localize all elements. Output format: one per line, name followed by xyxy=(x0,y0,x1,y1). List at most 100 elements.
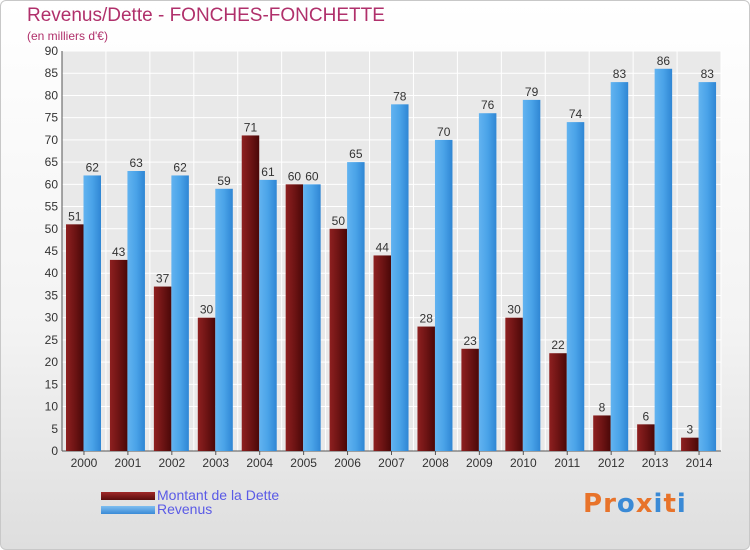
bar-revenus xyxy=(391,104,409,451)
bar-revenus xyxy=(215,188,233,451)
y-tick-label: 45 xyxy=(45,244,59,258)
bar-dette xyxy=(373,255,392,451)
bar-revenus xyxy=(171,175,189,451)
logo-letter: r xyxy=(603,489,617,519)
y-tick-label: 40 xyxy=(45,266,59,280)
bar-dette xyxy=(505,317,523,451)
y-tick-label: 0 xyxy=(51,444,58,458)
y-tick-label: 50 xyxy=(45,222,59,236)
data-label: 78 xyxy=(393,89,407,103)
bar-dette xyxy=(417,326,435,451)
y-tick-label: 80 xyxy=(45,88,59,102)
data-label: 30 xyxy=(200,303,214,317)
data-label: 28 xyxy=(420,312,434,326)
y-tick-label: 30 xyxy=(45,311,59,325)
bar-dette xyxy=(197,317,216,451)
data-label: 51 xyxy=(68,209,82,223)
data-label: 6 xyxy=(643,409,650,423)
bars xyxy=(66,68,717,452)
y-tick-label: 65 xyxy=(45,155,59,169)
x-tick-label: 2002 xyxy=(158,456,185,470)
legend-label-revenus: Revenus xyxy=(157,501,213,517)
y-tick-label: 55 xyxy=(45,200,59,214)
logo-letter: o xyxy=(616,489,636,519)
x-tick-label: 2004 xyxy=(246,456,273,470)
chart-title: Revenus/Dette - FONCHES-FONCHETTE xyxy=(27,5,385,26)
data-label: 8 xyxy=(599,400,606,414)
axes: 0 5 10 15 20 25 30 35 40 45 50 55 60 65 70 75 80 85 90 2000… xyxy=(45,44,721,470)
bar-revenus xyxy=(259,179,277,451)
bar-revenus xyxy=(434,139,453,451)
x-tick-label: 2005 xyxy=(290,456,317,470)
x-tick-label: 2014 xyxy=(686,456,713,470)
data-label: 3 xyxy=(686,423,693,437)
y-tick-label: 15 xyxy=(45,377,59,391)
legend-swatch-revenus xyxy=(101,506,155,514)
logo-letter: t xyxy=(663,489,677,519)
logo-letter: x xyxy=(635,489,654,519)
bar-revenus xyxy=(698,82,717,451)
data-label: 50 xyxy=(332,214,346,228)
legend-swatch-dette xyxy=(101,492,155,500)
chart-subtitle: (en milliers d'€) xyxy=(27,29,108,43)
y-tick-label: 75 xyxy=(45,111,59,125)
bar-revenus xyxy=(522,99,541,451)
x-tick-label: 2000 xyxy=(71,456,98,470)
data-label: 59 xyxy=(217,174,231,188)
logo-letter: i xyxy=(653,489,664,519)
bar-revenus xyxy=(610,82,629,451)
data-label: 30 xyxy=(507,303,521,317)
data-label: 61 xyxy=(261,165,275,179)
bar-dette xyxy=(329,228,348,451)
y-tick-label: 10 xyxy=(45,400,59,414)
x-tick-label: 2003 xyxy=(202,456,229,470)
y-tick-label: 5 xyxy=(51,422,58,436)
y-tick-label: 20 xyxy=(45,355,59,369)
bar-dette xyxy=(461,348,479,451)
data-label: 44 xyxy=(376,240,390,254)
bar-revenus xyxy=(347,162,365,451)
bar-dette xyxy=(109,259,128,451)
bar-dette xyxy=(681,437,699,451)
data-label: 86 xyxy=(657,54,671,68)
logo-letter: P xyxy=(583,489,604,519)
x-tick-label: 2010 xyxy=(510,456,537,470)
y-tick-label: 90 xyxy=(45,44,59,58)
y-tick-label: 70 xyxy=(45,133,59,147)
bar-revenus xyxy=(303,184,321,452)
data-label: 83 xyxy=(701,67,715,81)
bar-dette xyxy=(241,135,260,451)
data-label: 37 xyxy=(156,272,170,286)
x-tick-label: 2009 xyxy=(466,456,493,470)
bar-dette xyxy=(285,184,304,452)
x-tick-label: 2007 xyxy=(378,456,405,470)
bar-chart: 0 5 10 15 20 25 30 35 40 45 50 55 60 65 70 75 80 85 90 2000… xyxy=(45,44,722,470)
bar-dette xyxy=(593,415,611,451)
bar-dette xyxy=(637,424,655,451)
data-label: 43 xyxy=(112,245,126,259)
data-label: 71 xyxy=(244,120,258,134)
y-tick-label: 25 xyxy=(45,333,59,347)
data-label: 23 xyxy=(463,334,477,348)
data-label: 70 xyxy=(437,125,451,139)
bar-dette xyxy=(66,224,84,451)
data-label: 79 xyxy=(525,85,539,99)
data-label: 60 xyxy=(288,169,302,183)
data-label: 60 xyxy=(305,169,319,183)
legend-label-dette: Montant de la Dette xyxy=(157,487,280,503)
data-label: 22 xyxy=(551,338,565,352)
x-tick-label: 2012 xyxy=(598,456,625,470)
y-tick-label: 85 xyxy=(45,66,59,80)
data-label: 62 xyxy=(86,160,100,174)
data-label: 65 xyxy=(349,147,363,161)
logo-letter: i xyxy=(676,489,687,519)
data-label: 62 xyxy=(173,160,187,174)
x-tick-label: 2011 xyxy=(554,456,580,470)
x-tick-label: 2001 xyxy=(115,456,142,470)
data-label: 63 xyxy=(130,156,144,170)
bar-revenus xyxy=(478,113,497,451)
bar-revenus xyxy=(566,122,585,451)
bar-dette xyxy=(153,286,172,451)
